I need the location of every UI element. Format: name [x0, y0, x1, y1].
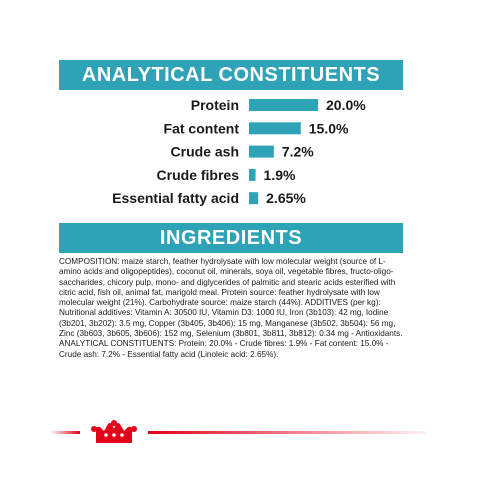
- brand-footer: [30, 420, 460, 446]
- value-label: 2.65%: [266, 190, 306, 206]
- value-label: 20.0%: [326, 97, 366, 113]
- analytical-chart: Protein 20.0% Fat content 15.0% Crude ash 7.2…: [0, 92, 500, 212]
- analytical-bar-chart: Protein 20.0% Fat content 15.0% Crude ash 7.2…: [112, 97, 366, 206]
- value-label: 15.0%: [309, 120, 349, 136]
- category-label: Crude ash: [171, 144, 239, 160]
- category-label: Essential fatty acid: [112, 190, 239, 206]
- footer-divider-left: [50, 431, 80, 434]
- value-bar: [249, 122, 301, 135]
- ingredients-composition-text: COMPOSITION: maize starch, feather hydro…: [59, 257, 403, 359]
- value-bar: [249, 145, 274, 158]
- ingredients-banner: INGREDIENTS: [59, 223, 403, 253]
- analytical-constituents-banner: ANALYTICAL CONSTITUENTS: [59, 60, 403, 90]
- value-bar: [249, 99, 318, 111]
- royal-crown-icon: [91, 420, 137, 443]
- value-label: 1.9%: [264, 167, 296, 183]
- category-label: Fat content: [164, 120, 240, 136]
- category-label: Protein: [191, 97, 239, 113]
- ingredients-heading: INGREDIENTS: [159, 227, 303, 249]
- footer-divider-right: [148, 431, 426, 434]
- analytical-constituents-heading: ANALYTICAL CONSTITUENTS: [81, 64, 381, 86]
- value-bar: [249, 192, 259, 205]
- value-label: 7.2%: [282, 144, 314, 160]
- value-bar: [249, 168, 256, 181]
- category-label: Crude fibres: [157, 167, 240, 183]
